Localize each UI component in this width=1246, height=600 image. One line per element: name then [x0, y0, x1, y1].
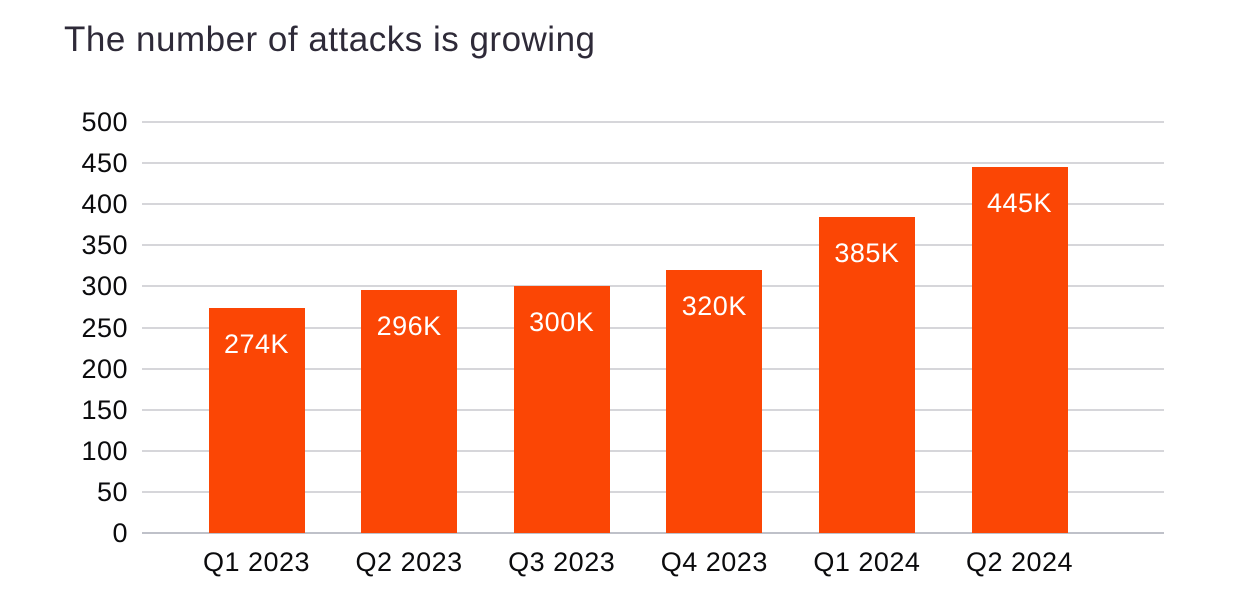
- x-tick-label: Q2 2024: [965, 547, 1074, 577]
- bar-q4-2023: 320K: [666, 269, 763, 533]
- x-tick-label: Q2 2023: [355, 547, 463, 577]
- bar-q3-2023: 300K: [513, 286, 610, 533]
- y-tick-label: 0: [112, 518, 128, 548]
- y-tick-label: 300: [81, 271, 128, 302]
- chart-title: The number of attacks is growing: [64, 20, 596, 59]
- bar-value-label: 445K: [986, 188, 1053, 219]
- y-tick-label: 50: [96, 476, 128, 507]
- gridline: [142, 367, 1164, 370]
- gridline: [142, 326, 1164, 329]
- gridline: [142, 490, 1164, 493]
- y-tick-label: 250: [81, 312, 128, 343]
- bar-q2-2023: 296K: [361, 289, 458, 533]
- y-tick-label: 100: [81, 435, 128, 466]
- y-tick-label: 150: [81, 394, 128, 425]
- y-tick-label: 500: [81, 107, 128, 137]
- gridline: [142, 408, 1164, 411]
- bar-value-label: 300K: [529, 307, 595, 338]
- x-tick-label: Q4 2023: [660, 547, 768, 577]
- gridline: [142, 162, 1164, 165]
- x-tick-label: Q1 2023: [202, 547, 311, 577]
- gridline: [142, 244, 1164, 247]
- y-tick-label: 400: [81, 189, 128, 220]
- x-tick-label: Q3 2023: [508, 547, 616, 577]
- gridline: [142, 449, 1164, 452]
- bar-q1-2023: 274K: [208, 307, 305, 533]
- bar-value-label: 320K: [681, 290, 747, 321]
- gridline: [142, 121, 1164, 123]
- bar-q2-2024: 445K: [971, 167, 1068, 533]
- gridline: [142, 285, 1164, 288]
- bar-value-label: 296K: [376, 310, 442, 341]
- y-tick-label: 200: [81, 353, 128, 384]
- bar-value-label: 385K: [834, 237, 900, 268]
- bar-value-label: 274K: [223, 328, 290, 359]
- gridline: [142, 532, 1164, 534]
- y-tick-label: 350: [81, 230, 128, 261]
- bar-q1-2024: 385K: [818, 216, 915, 533]
- gridline: [142, 203, 1164, 206]
- x-tick-label: Q1 2024: [813, 547, 921, 577]
- y-tick-label: 450: [81, 148, 128, 179]
